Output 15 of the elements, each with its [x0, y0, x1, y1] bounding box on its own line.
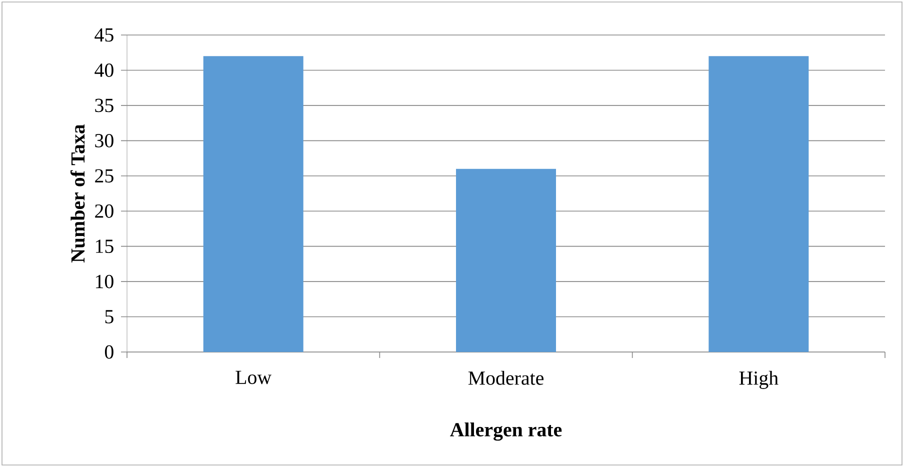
x-tick-label: High: [739, 370, 778, 389]
y-tick-label: 10: [96, 274, 114, 288]
x-tick-label: Low: [236, 370, 272, 384]
x-tick-label: Moderate: [468, 370, 544, 385]
y-tick-label: 0: [104, 345, 114, 359]
x-axis-title: Allergen rate: [450, 422, 562, 441]
y-tick-label: 35: [95, 98, 114, 112]
y-tick-label: 45: [94, 28, 114, 42]
y-tick-label: 15: [96, 240, 114, 253]
y-tick-label: 5: [105, 310, 114, 324]
y-tick-label: 40: [94, 64, 114, 77]
y-tick-label: 25: [95, 169, 114, 183]
y-tick-label: 30: [95, 134, 114, 148]
y-tick-label: 20: [95, 204, 114, 218]
y-axis-title: Number of Taxa: [70, 124, 85, 262]
